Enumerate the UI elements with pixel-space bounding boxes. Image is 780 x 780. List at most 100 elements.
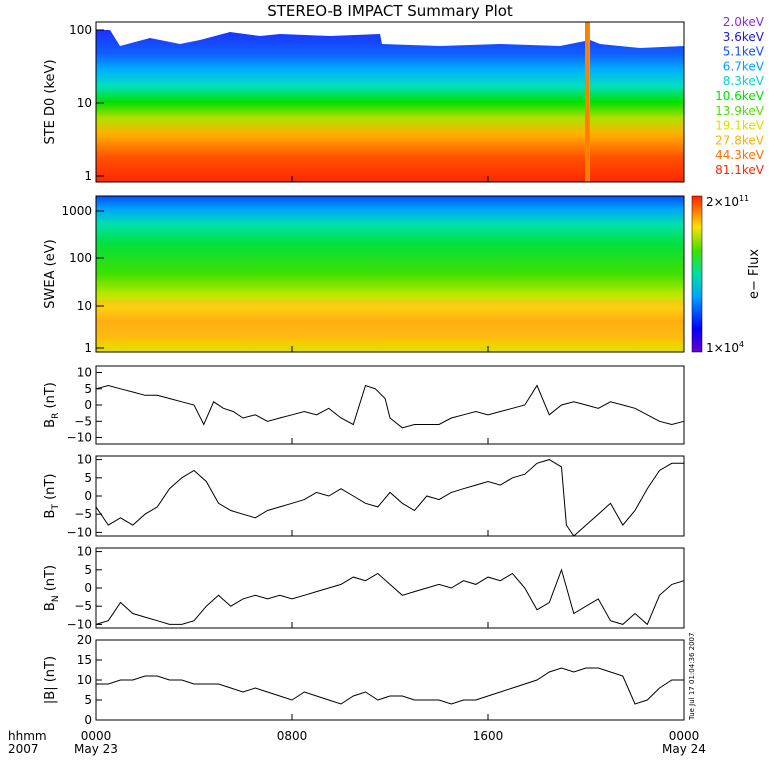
ste-spectrogram xyxy=(96,22,684,182)
ste-legend-entry: 6.7keV xyxy=(723,59,765,73)
br-ytick-label: −10 xyxy=(67,431,92,445)
bn-panel: 10 5 0 −5 −10 BN (nT) xyxy=(43,545,685,631)
bn-frame xyxy=(95,547,685,629)
swea-frame xyxy=(95,195,685,353)
br-series-line xyxy=(95,384,685,429)
ste-y-tick-labels: 100 10 1 xyxy=(69,23,92,183)
bmag-ytick-label: 20 xyxy=(77,633,92,647)
swea-ytick-100: 100 xyxy=(69,251,92,265)
bn-ytick-label: 0 xyxy=(84,581,92,595)
br-ytick-label: −5 xyxy=(74,414,92,428)
footer-year: 2007 xyxy=(8,742,39,756)
ste-legend-entry: 2.0keV xyxy=(723,15,765,29)
colorbar-min-base: 1×10 xyxy=(706,341,739,355)
bn-ylabel-unit: (nT) xyxy=(43,565,58,595)
bt-panel: 10 5 0 −5 −10 BT (nT) xyxy=(43,453,685,539)
bt-ytick-label: −5 xyxy=(74,507,92,521)
br-ytick-label: 10 xyxy=(77,366,92,380)
colorbar-min: 1×104 xyxy=(706,340,744,355)
bt-ylabel: BT (nT) xyxy=(43,474,61,519)
bmag-series-line xyxy=(96,667,684,705)
ste-legend: 2.0keV3.6keV5.1keV6.7keV8.3keV10.6keV13.… xyxy=(715,15,765,177)
bt-ytick-label: 10 xyxy=(77,453,92,467)
ste-y-ticks xyxy=(96,29,104,177)
ste-frame xyxy=(95,21,685,183)
footer-hhmm: hhmm xyxy=(8,729,47,743)
ste-ytick-100: 100 xyxy=(69,23,92,37)
colorbar-max: 2×1011 xyxy=(706,194,749,209)
bt-frame xyxy=(95,455,685,537)
ste-ytick-1: 1 xyxy=(84,169,92,183)
bn-series-line xyxy=(95,568,685,626)
colorbar-min-exp: 4 xyxy=(739,340,744,349)
bt-ytick-label: 0 xyxy=(84,489,92,503)
br-ylabel-unit: (nT) xyxy=(43,382,58,412)
ste-legend-entry: 5.1keV xyxy=(723,45,765,59)
br-ytick-label: 0 xyxy=(84,398,92,412)
br-y-tick-labels: 10 5 0 −5 −10 xyxy=(67,366,102,445)
bt-ylabel-sub: T xyxy=(51,504,61,511)
ste-legend-entry: 10.6keV xyxy=(715,89,765,103)
xtick-time: 0000 xyxy=(669,729,700,743)
bt-ytick-label: −10 xyxy=(67,525,92,539)
bt-ytick-label: 5 xyxy=(84,471,92,485)
bmag-y-tick-labels: 20 15 10 5 0 xyxy=(77,633,102,727)
ste-legend-entry: 27.8keV xyxy=(715,133,765,147)
bn-y-tick-labels: 10 5 0 −5 −10 xyxy=(67,545,102,631)
xtick-time: 0000 xyxy=(81,729,112,743)
ste-legend-entry: 3.6keV xyxy=(723,30,765,44)
swea-ylabel: SWEA (eV) xyxy=(43,239,58,308)
bmag-ytick-label: 0 xyxy=(84,713,92,727)
swea-y-tick-labels: 1000 100 10 1 xyxy=(61,204,92,355)
br-ylabel-main: B xyxy=(43,419,58,428)
ste-white-overlay xyxy=(96,22,684,48)
swea-ytick-1000: 1000 xyxy=(61,204,92,218)
bn-ytick-label: −10 xyxy=(67,617,92,631)
bmag-ytick-label: 10 xyxy=(77,673,92,687)
bn-ylabel-main: B xyxy=(43,602,58,611)
xtick-time: 0800 xyxy=(277,729,308,743)
swea-ytick-1: 1 xyxy=(84,341,92,355)
bmag-panel: 20 15 10 5 0 |B| (nT) Tue Jul 17 01:04:36 20… xyxy=(43,633,696,727)
br-ytick-label: 5 xyxy=(84,382,92,396)
figure-title: STEREO-B IMPACT Summary Plot xyxy=(267,2,513,20)
ste-legend-entry: 44.3keV xyxy=(715,148,765,162)
swea-panel: 1000 100 10 1 SWEA (eV) 2×1011 1×104 e− … xyxy=(43,194,762,355)
bn-ytick-label: 5 xyxy=(84,563,92,577)
xtick-date: May 24 xyxy=(662,742,706,756)
br-frame xyxy=(95,365,685,445)
ste-spikes xyxy=(585,22,590,182)
xtick-time: 1600 xyxy=(473,729,504,743)
swea-y-ticks xyxy=(96,210,104,349)
bt-y-tick-labels: 10 5 0 −5 −10 xyxy=(67,453,102,539)
swea-heatmap xyxy=(96,196,684,352)
ste-ytick-10: 10 xyxy=(77,96,92,110)
ste-legend-entry: 81.1keV xyxy=(715,163,765,177)
bt-series-line xyxy=(95,459,684,537)
bmag-ylabel: |B| (nT) xyxy=(43,656,58,704)
ste-legend-entry: 19.1keV xyxy=(715,119,765,133)
br-ylabel: BR (nT) xyxy=(43,382,61,428)
colorbar-max-exp: 11 xyxy=(739,194,749,203)
colorbar-max-base: 2×10 xyxy=(706,195,739,209)
ste-legend-entry: 8.3keV xyxy=(723,74,765,88)
bn-ylabel: BN (nT) xyxy=(43,565,61,611)
xtick-date: May 23 xyxy=(74,742,118,756)
swea-ytick-10: 10 xyxy=(77,299,92,313)
ste-legend-entry: 13.9keV xyxy=(715,104,765,118)
bmag-frame xyxy=(95,639,685,721)
colorbar-label: e− Flux xyxy=(747,249,762,299)
bt-ylabel-unit: (nT) xyxy=(43,474,58,504)
colorbar xyxy=(691,195,703,353)
bt-ylabel-main: B xyxy=(43,510,58,519)
bn-ylabel-sub: N xyxy=(51,595,61,602)
bmag-ytick-label: 5 xyxy=(84,693,92,707)
ste-panel: 100 10 1 STE D0 (keV) 2.0keV3.6keV5.1keV… xyxy=(43,15,765,183)
br-panel: 10 5 0 −5 −10 BR (nT) xyxy=(43,365,685,445)
bmag-ytick-label: 15 xyxy=(77,653,92,667)
timestamp-stamp: Tue Jul 17 01:04:36 2007 xyxy=(688,633,696,721)
bn-ytick-label: 10 xyxy=(77,545,92,559)
bn-ytick-label: −5 xyxy=(74,599,92,613)
